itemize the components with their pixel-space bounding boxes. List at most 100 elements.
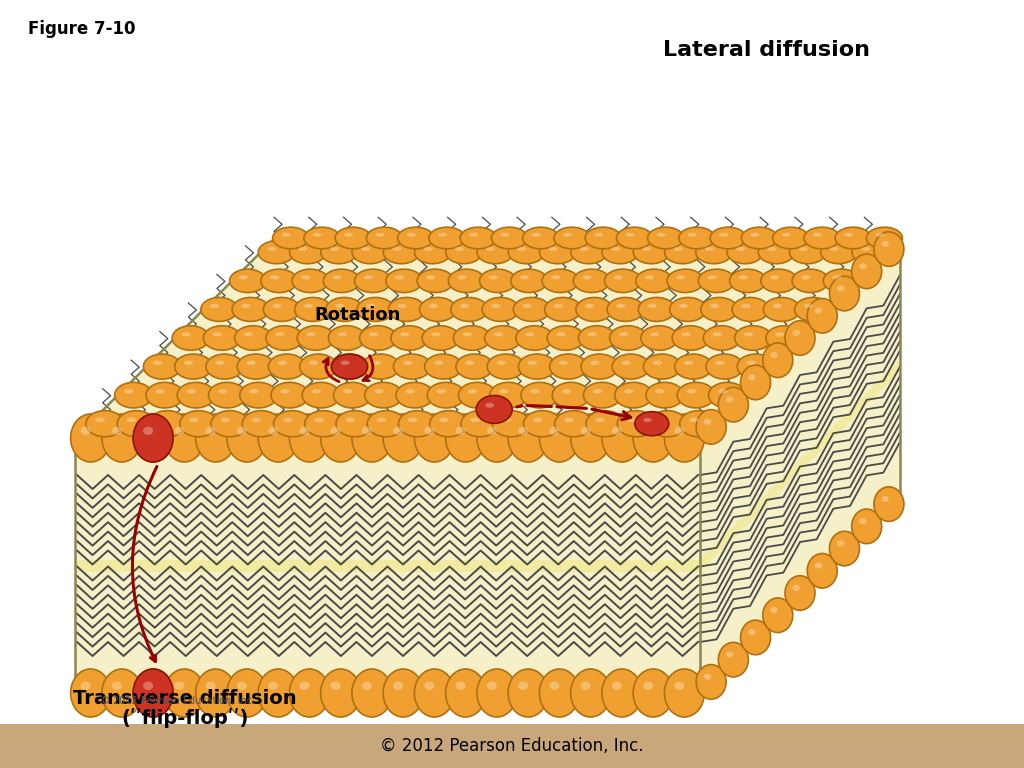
Ellipse shape: [681, 333, 690, 336]
Ellipse shape: [852, 254, 882, 289]
Ellipse shape: [736, 247, 745, 251]
Ellipse shape: [201, 297, 238, 321]
Ellipse shape: [143, 426, 154, 435]
Ellipse shape: [531, 233, 541, 237]
Ellipse shape: [727, 241, 763, 263]
Ellipse shape: [676, 275, 685, 280]
Ellipse shape: [278, 361, 287, 365]
Bar: [75, 560, 700, 571]
Ellipse shape: [439, 418, 449, 422]
Ellipse shape: [332, 354, 368, 379]
Ellipse shape: [454, 326, 490, 350]
Ellipse shape: [476, 396, 512, 423]
Ellipse shape: [249, 389, 258, 393]
Ellipse shape: [470, 418, 480, 422]
Ellipse shape: [775, 333, 784, 336]
Ellipse shape: [643, 418, 652, 422]
Ellipse shape: [549, 682, 559, 690]
Ellipse shape: [335, 304, 344, 308]
Ellipse shape: [866, 227, 902, 249]
Ellipse shape: [695, 241, 732, 263]
Ellipse shape: [400, 333, 410, 336]
Ellipse shape: [272, 304, 282, 308]
Ellipse shape: [420, 297, 457, 321]
Ellipse shape: [497, 361, 506, 365]
Ellipse shape: [196, 669, 236, 717]
Ellipse shape: [829, 531, 859, 566]
Ellipse shape: [415, 669, 455, 717]
Ellipse shape: [807, 299, 838, 333]
Ellipse shape: [718, 389, 727, 393]
Ellipse shape: [238, 354, 274, 379]
Ellipse shape: [703, 674, 711, 680]
Ellipse shape: [703, 419, 711, 425]
Ellipse shape: [361, 426, 372, 435]
Ellipse shape: [656, 233, 666, 237]
Ellipse shape: [415, 414, 455, 462]
Ellipse shape: [823, 269, 860, 293]
Ellipse shape: [117, 411, 155, 437]
Ellipse shape: [456, 682, 466, 690]
Ellipse shape: [609, 326, 646, 350]
Ellipse shape: [484, 326, 521, 350]
Ellipse shape: [705, 247, 714, 251]
Ellipse shape: [234, 326, 271, 350]
Ellipse shape: [737, 354, 774, 379]
Ellipse shape: [290, 669, 330, 717]
Ellipse shape: [272, 227, 308, 249]
Ellipse shape: [445, 241, 482, 263]
Ellipse shape: [799, 247, 808, 251]
Ellipse shape: [297, 326, 334, 350]
Ellipse shape: [547, 326, 584, 350]
Ellipse shape: [429, 227, 465, 249]
Ellipse shape: [612, 682, 622, 690]
Text: © 2012 Pearson Education, Inc.: © 2012 Pearson Education, Inc.: [380, 737, 644, 755]
Ellipse shape: [555, 411, 593, 437]
Ellipse shape: [517, 247, 526, 251]
Text: (ʹʹflip-flopʹʹ): (ʹʹflip-flopʹʹ): [121, 708, 249, 728]
Ellipse shape: [445, 669, 485, 717]
Ellipse shape: [101, 414, 142, 462]
Ellipse shape: [633, 669, 673, 717]
Ellipse shape: [718, 642, 749, 677]
Ellipse shape: [743, 333, 753, 336]
Ellipse shape: [393, 354, 431, 379]
Ellipse shape: [101, 669, 142, 717]
Ellipse shape: [508, 669, 548, 717]
Ellipse shape: [626, 233, 635, 237]
Ellipse shape: [554, 304, 563, 308]
Ellipse shape: [790, 241, 825, 263]
Ellipse shape: [367, 304, 376, 308]
Ellipse shape: [492, 227, 527, 249]
Ellipse shape: [146, 382, 183, 408]
Ellipse shape: [206, 354, 243, 379]
Ellipse shape: [242, 304, 251, 308]
Ellipse shape: [807, 554, 838, 588]
Ellipse shape: [396, 382, 433, 408]
Ellipse shape: [331, 426, 341, 435]
Ellipse shape: [763, 598, 793, 633]
Ellipse shape: [570, 669, 610, 717]
Ellipse shape: [112, 682, 122, 690]
Ellipse shape: [741, 304, 751, 308]
Ellipse shape: [165, 414, 205, 462]
Ellipse shape: [763, 297, 800, 321]
Ellipse shape: [86, 411, 124, 437]
Ellipse shape: [729, 269, 766, 293]
Ellipse shape: [749, 629, 756, 635]
Ellipse shape: [873, 487, 904, 521]
Ellipse shape: [365, 382, 402, 408]
Ellipse shape: [334, 382, 371, 408]
Ellipse shape: [486, 247, 495, 251]
Ellipse shape: [633, 414, 673, 462]
Ellipse shape: [460, 227, 496, 249]
Ellipse shape: [494, 333, 503, 336]
Ellipse shape: [590, 361, 600, 365]
Ellipse shape: [127, 418, 136, 422]
Ellipse shape: [290, 241, 326, 263]
Ellipse shape: [395, 275, 404, 280]
Ellipse shape: [368, 411, 406, 437]
Ellipse shape: [530, 389, 540, 393]
Ellipse shape: [770, 275, 779, 280]
Ellipse shape: [445, 414, 485, 462]
